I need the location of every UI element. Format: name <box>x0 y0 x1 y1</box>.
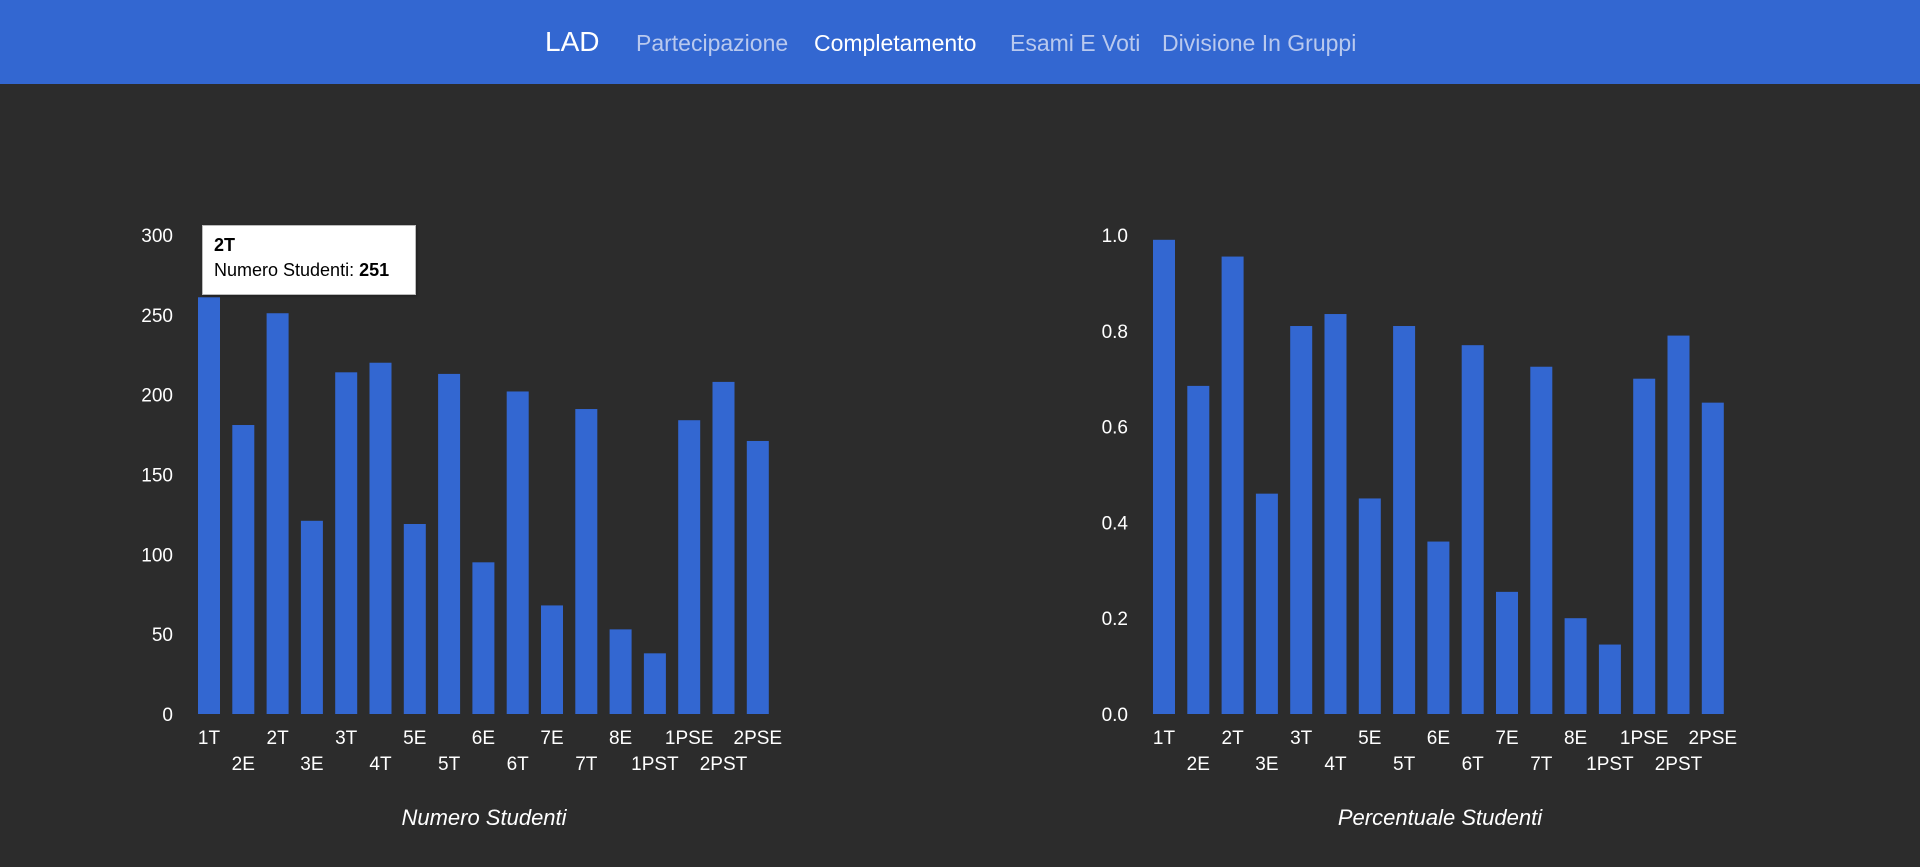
bar-6t[interactable] <box>1461 345 1484 714</box>
bar-7e[interactable] <box>1496 591 1518 714</box>
bar-5t[interactable] <box>1393 326 1416 714</box>
x-tick-label: 5E <box>403 728 426 749</box>
y-tick-label: 300 <box>141 226 173 247</box>
x-tick-label: 1PSE <box>665 728 714 749</box>
x-tick-label: 7E <box>1495 728 1518 749</box>
x-tick-label: 5E <box>1358 728 1381 749</box>
tooltip-body: Numero Studenti: 251 <box>214 260 404 281</box>
bar-3e[interactable] <box>300 520 323 714</box>
y-tick-label: 0.0 <box>1102 705 1128 726</box>
y-tick-label: 0 <box>162 705 173 726</box>
y-tick-label: 0.6 <box>1102 418 1128 439</box>
y-tick-label: 0.2 <box>1102 609 1128 630</box>
bar-1pst[interactable] <box>643 653 666 714</box>
x-tick-label: 2E <box>1187 754 1210 775</box>
bar-2t[interactable] <box>1221 256 1244 714</box>
x-tick-label: 2PST <box>1655 754 1703 775</box>
x-tick-label: 6T <box>507 754 530 775</box>
bar-2e[interactable] <box>1187 385 1210 714</box>
bar-2t[interactable] <box>266 313 289 714</box>
x-tick-label: 7E <box>540 728 563 749</box>
nav-link-partecipazione[interactable]: Partecipazione <box>636 30 789 56</box>
x-tick-label: 5T <box>438 754 461 775</box>
bar-5t[interactable] <box>438 373 461 714</box>
x-tick-label: 6E <box>472 728 495 749</box>
x-tick-label: 3E <box>1255 754 1278 775</box>
bar-7t[interactable] <box>1530 366 1553 714</box>
chart-title: Percentuale Studenti <box>1338 805 1543 830</box>
x-tick-label: 1T <box>198 728 221 749</box>
bar-2pst[interactable] <box>1667 335 1690 714</box>
bar-1pse[interactable] <box>678 420 701 714</box>
x-tick-label: 2E <box>232 754 255 775</box>
bar-3t[interactable] <box>335 372 358 714</box>
x-tick-label: 6T <box>1462 754 1485 775</box>
bar-7e[interactable] <box>541 605 563 714</box>
bar-2e[interactable] <box>232 425 255 714</box>
brand-link[interactable]: LAD <box>545 26 600 57</box>
y-tick-label: 200 <box>141 386 173 407</box>
bar-3e[interactable] <box>1255 493 1278 714</box>
x-tick-label: 1PST <box>1586 754 1634 775</box>
bar-2pst[interactable] <box>712 381 735 714</box>
x-tick-label: 3T <box>335 728 358 749</box>
x-tick-label: 3T <box>1290 728 1313 749</box>
bar-6t[interactable] <box>506 391 529 714</box>
x-tick-label: 2T <box>267 728 290 749</box>
x-tick-label: 2PST <box>700 754 748 775</box>
y-tick-label: 100 <box>141 545 173 566</box>
bar-5e[interactable] <box>403 523 426 714</box>
x-tick-label: 3E <box>300 754 323 775</box>
bar-5e[interactable] <box>1358 498 1381 714</box>
nav-link-completamento[interactable]: Completamento <box>814 30 977 56</box>
bar-8e[interactable] <box>1564 618 1587 714</box>
x-tick-label: 4T <box>369 754 392 775</box>
tooltip-category: 2T <box>214 235 236 255</box>
x-tick-label: 1T <box>1153 728 1176 749</box>
bar-2pse[interactable] <box>1701 402 1724 714</box>
x-tick-label: 8E <box>1564 728 1587 749</box>
bar-4t[interactable] <box>1324 314 1347 714</box>
bar-8e[interactable] <box>609 629 632 714</box>
x-tick-label: 2PSE <box>1689 728 1738 749</box>
nav-link-esami-e-voti[interactable]: Esami E Voti <box>1010 30 1141 56</box>
bar-1t[interactable] <box>198 297 220 714</box>
bar-3t[interactable] <box>1290 326 1313 714</box>
bar-7t[interactable] <box>575 409 598 714</box>
y-tick-label: 1.0 <box>1102 226 1128 247</box>
bar-2pse[interactable] <box>746 440 769 714</box>
bar-6e[interactable] <box>472 562 495 714</box>
y-tick-label: 150 <box>141 466 173 487</box>
chart-title: Numero Studenti <box>401 805 567 830</box>
bar-6e[interactable] <box>1427 541 1450 714</box>
x-tick-label: 2T <box>1222 728 1245 749</box>
x-tick-label: 6E <box>1427 728 1450 749</box>
tooltip-series-label: Numero Studenti: <box>214 260 360 280</box>
x-tick-label: 2PSE <box>734 728 783 749</box>
bar-1t[interactable] <box>1153 239 1175 715</box>
x-tick-label: 1PST <box>631 754 679 775</box>
y-tick-label: 0.4 <box>1102 513 1129 534</box>
y-tick-label: 250 <box>141 306 173 327</box>
x-tick-label: 4T <box>1324 754 1347 775</box>
x-tick-label: 7T <box>1530 754 1553 775</box>
x-tick-label: 5T <box>1393 754 1416 775</box>
bar-1pse[interactable] <box>1633 378 1656 714</box>
x-tick-label: 1PSE <box>1620 728 1669 749</box>
x-tick-label: 7T <box>575 754 598 775</box>
y-tick-label: 50 <box>152 625 173 646</box>
navbar: LAD Partecipazione Completamento Esami E… <box>0 0 1920 84</box>
x-tick-label: 8E <box>609 728 632 749</box>
bar-4t[interactable] <box>369 362 392 714</box>
chart-tooltip: 2T Numero Studenti: 251 <box>202 225 416 295</box>
y-tick-label: 0.8 <box>1102 322 1128 343</box>
nav-link-divisione-in-gruppi[interactable]: Divisione In Gruppi <box>1162 30 1357 56</box>
tooltip-value: 251 <box>359 260 390 280</box>
bar-1pst[interactable] <box>1598 644 1621 714</box>
